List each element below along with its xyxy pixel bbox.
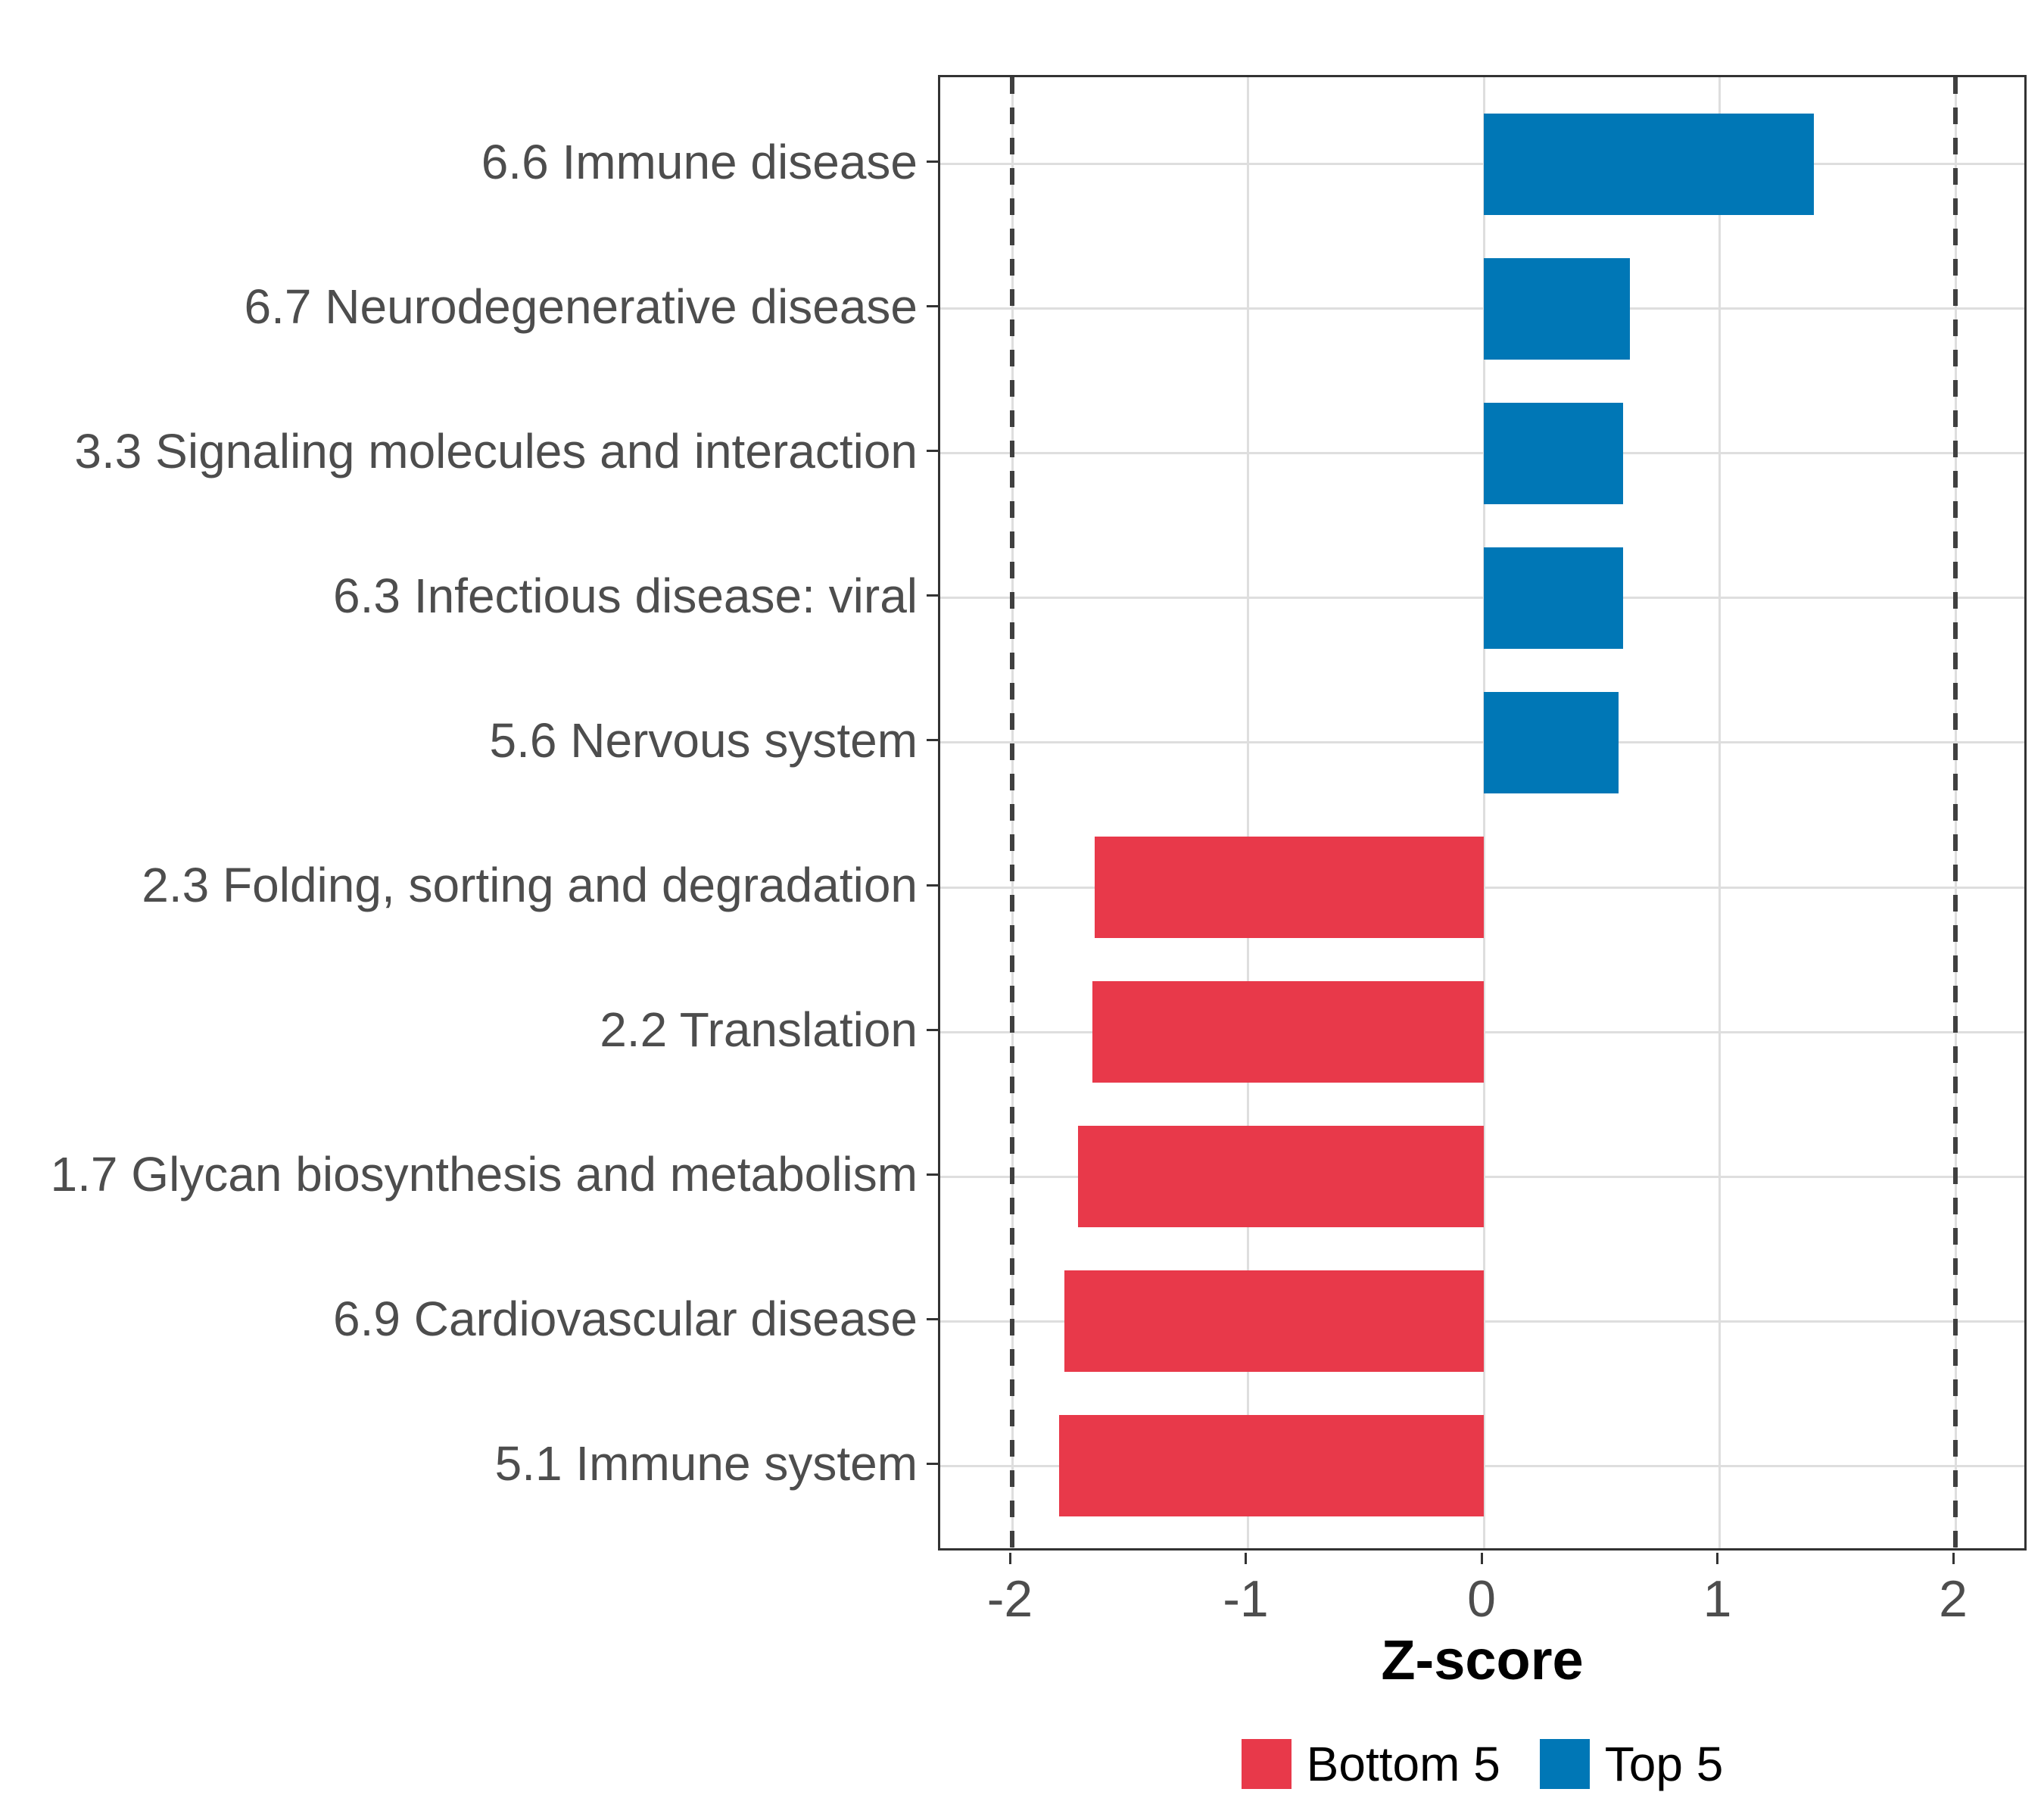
- y-tick-mark: [927, 1028, 938, 1031]
- y-axis-label: 3.3 Signaling molecules and interaction: [74, 423, 918, 478]
- horizontal-gridline: [940, 597, 2024, 600]
- bar: [1484, 402, 1623, 504]
- y-tick-mark: [927, 884, 938, 887]
- legend-item-top5: Top 5: [1539, 1737, 1724, 1791]
- x-tick-mark: [1008, 1553, 1011, 1564]
- y-tick-mark: [927, 161, 938, 164]
- y-axis-label: 6.3 Infectious disease: viral: [333, 568, 918, 623]
- y-axis-label: 5.6 Nervous system: [489, 712, 918, 768]
- dashed-reference-line: [1953, 77, 1958, 1548]
- bar: [1095, 837, 1484, 939]
- legend-swatch-top5: [1539, 1739, 1590, 1789]
- y-axis-label: 2.2 Translation: [600, 1002, 918, 1058]
- y-tick-mark: [927, 1317, 938, 1320]
- y-axis-label: 5.1 Immune system: [494, 1436, 918, 1491]
- x-tick-label: -2: [986, 1570, 1033, 1628]
- bar: [1064, 1270, 1484, 1373]
- legend-swatch-bottom5: [1241, 1739, 1292, 1789]
- x-tick-mark: [1716, 1553, 1718, 1564]
- y-axis-label: 2.3 Folding, sorting and degradation: [142, 858, 918, 913]
- y-tick-mark: [927, 450, 938, 453]
- x-tick-label: 2: [1939, 1570, 1968, 1628]
- horizontal-gridline: [940, 452, 2024, 455]
- dashed-reference-line: [1010, 77, 1014, 1548]
- bar: [1059, 1415, 1484, 1517]
- bar: [1092, 981, 1484, 1083]
- legend-label-top5: Top 5: [1604, 1737, 1724, 1791]
- legend-label-bottom5: Bottom 5: [1306, 1737, 1500, 1791]
- horizontal-gridline: [940, 163, 2024, 166]
- bar: [1078, 1126, 1484, 1228]
- y-axis-label: 6.7 Neurodegenerative disease: [244, 279, 918, 334]
- vertical-gridline: [1718, 77, 1721, 1548]
- legend-item-bottom5: Bottom 5: [1241, 1737, 1500, 1791]
- x-axis-title: Z-score: [1381, 1628, 1584, 1691]
- bar: [1484, 113, 1815, 215]
- horizontal-gridline: [940, 307, 2024, 310]
- x-tick-label: 0: [1467, 1570, 1496, 1628]
- x-tick-label: -1: [1223, 1570, 1269, 1628]
- plot-panel: [938, 75, 2027, 1551]
- x-tick-label: 1: [1703, 1570, 1732, 1628]
- bar: [1484, 257, 1631, 360]
- vertical-gridline: [1247, 77, 1249, 1548]
- horizontal-gridline: [940, 741, 2024, 744]
- y-tick-mark: [927, 739, 938, 742]
- y-tick-mark: [927, 594, 938, 597]
- y-tick-mark: [927, 1173, 938, 1176]
- bar: [1484, 691, 1619, 793]
- y-axis-label: 1.7 Glycan biosynthesis and metabolism: [50, 1147, 918, 1202]
- vertical-gridline: [1482, 77, 1485, 1548]
- x-tick-mark: [1480, 1553, 1483, 1564]
- legend: Bottom 5 Top 5: [938, 1737, 2027, 1791]
- y-axis-label: 6.9 Cardiovascular disease: [333, 1292, 918, 1347]
- x-tick-mark: [1952, 1553, 1955, 1564]
- x-tick-mark: [1245, 1553, 1247, 1564]
- bar: [1484, 547, 1623, 649]
- y-tick-mark: [927, 305, 938, 308]
- y-axis-label: 6.6 Immune disease: [481, 134, 918, 189]
- y-tick-mark: [927, 1462, 938, 1465]
